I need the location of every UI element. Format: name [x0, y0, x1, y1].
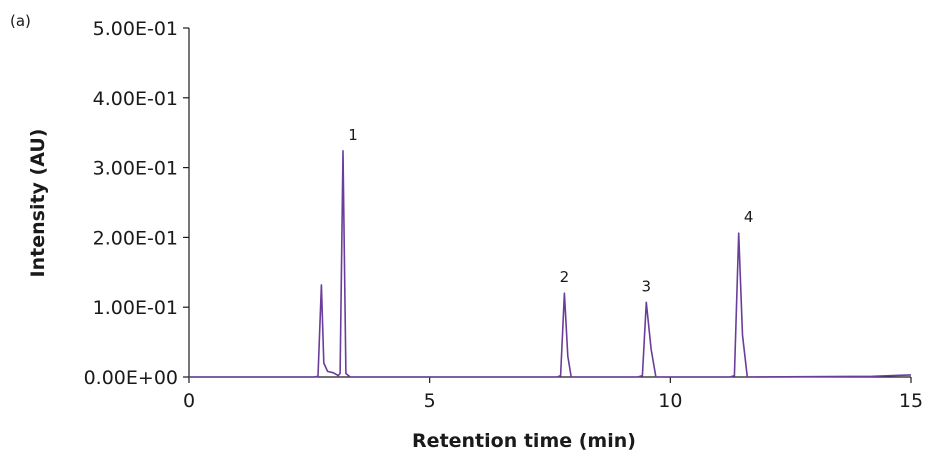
peak-label: 2	[560, 268, 570, 286]
chromatogram-trace	[189, 150, 912, 378]
x-axis: 0 5 10 15	[183, 376, 923, 412]
peak-label: 1	[348, 126, 358, 144]
y-tick-label: 5.00E-01	[93, 18, 178, 40]
y-axis: 0.00E+00 1.00E-01 2.00E-01 3.00E-01 4.00E-01…	[84, 18, 190, 389]
y-axis-title: Intensity (AU)	[27, 129, 49, 278]
y-tick-label: 1.00E-01	[93, 297, 178, 319]
x-tick-label: 5	[424, 390, 436, 412]
peak-labels: 1 2 3 4	[348, 126, 753, 295]
peak-label: 3	[641, 277, 651, 295]
x-tick-label: 0	[183, 390, 195, 412]
y-tick-label: 2.00E-01	[93, 227, 178, 249]
y-tick-label: 0.00E+00	[84, 367, 178, 389]
y-tick-label: 4.00E-01	[93, 88, 178, 110]
peak-label: 4	[744, 208, 754, 226]
x-tick-label: 10	[658, 390, 682, 412]
y-tick-label: 3.00E-01	[93, 158, 178, 180]
x-axis-title: Retention time (min)	[412, 430, 636, 452]
x-tick-label: 15	[899, 390, 923, 412]
panel-label: (a)	[10, 12, 31, 30]
